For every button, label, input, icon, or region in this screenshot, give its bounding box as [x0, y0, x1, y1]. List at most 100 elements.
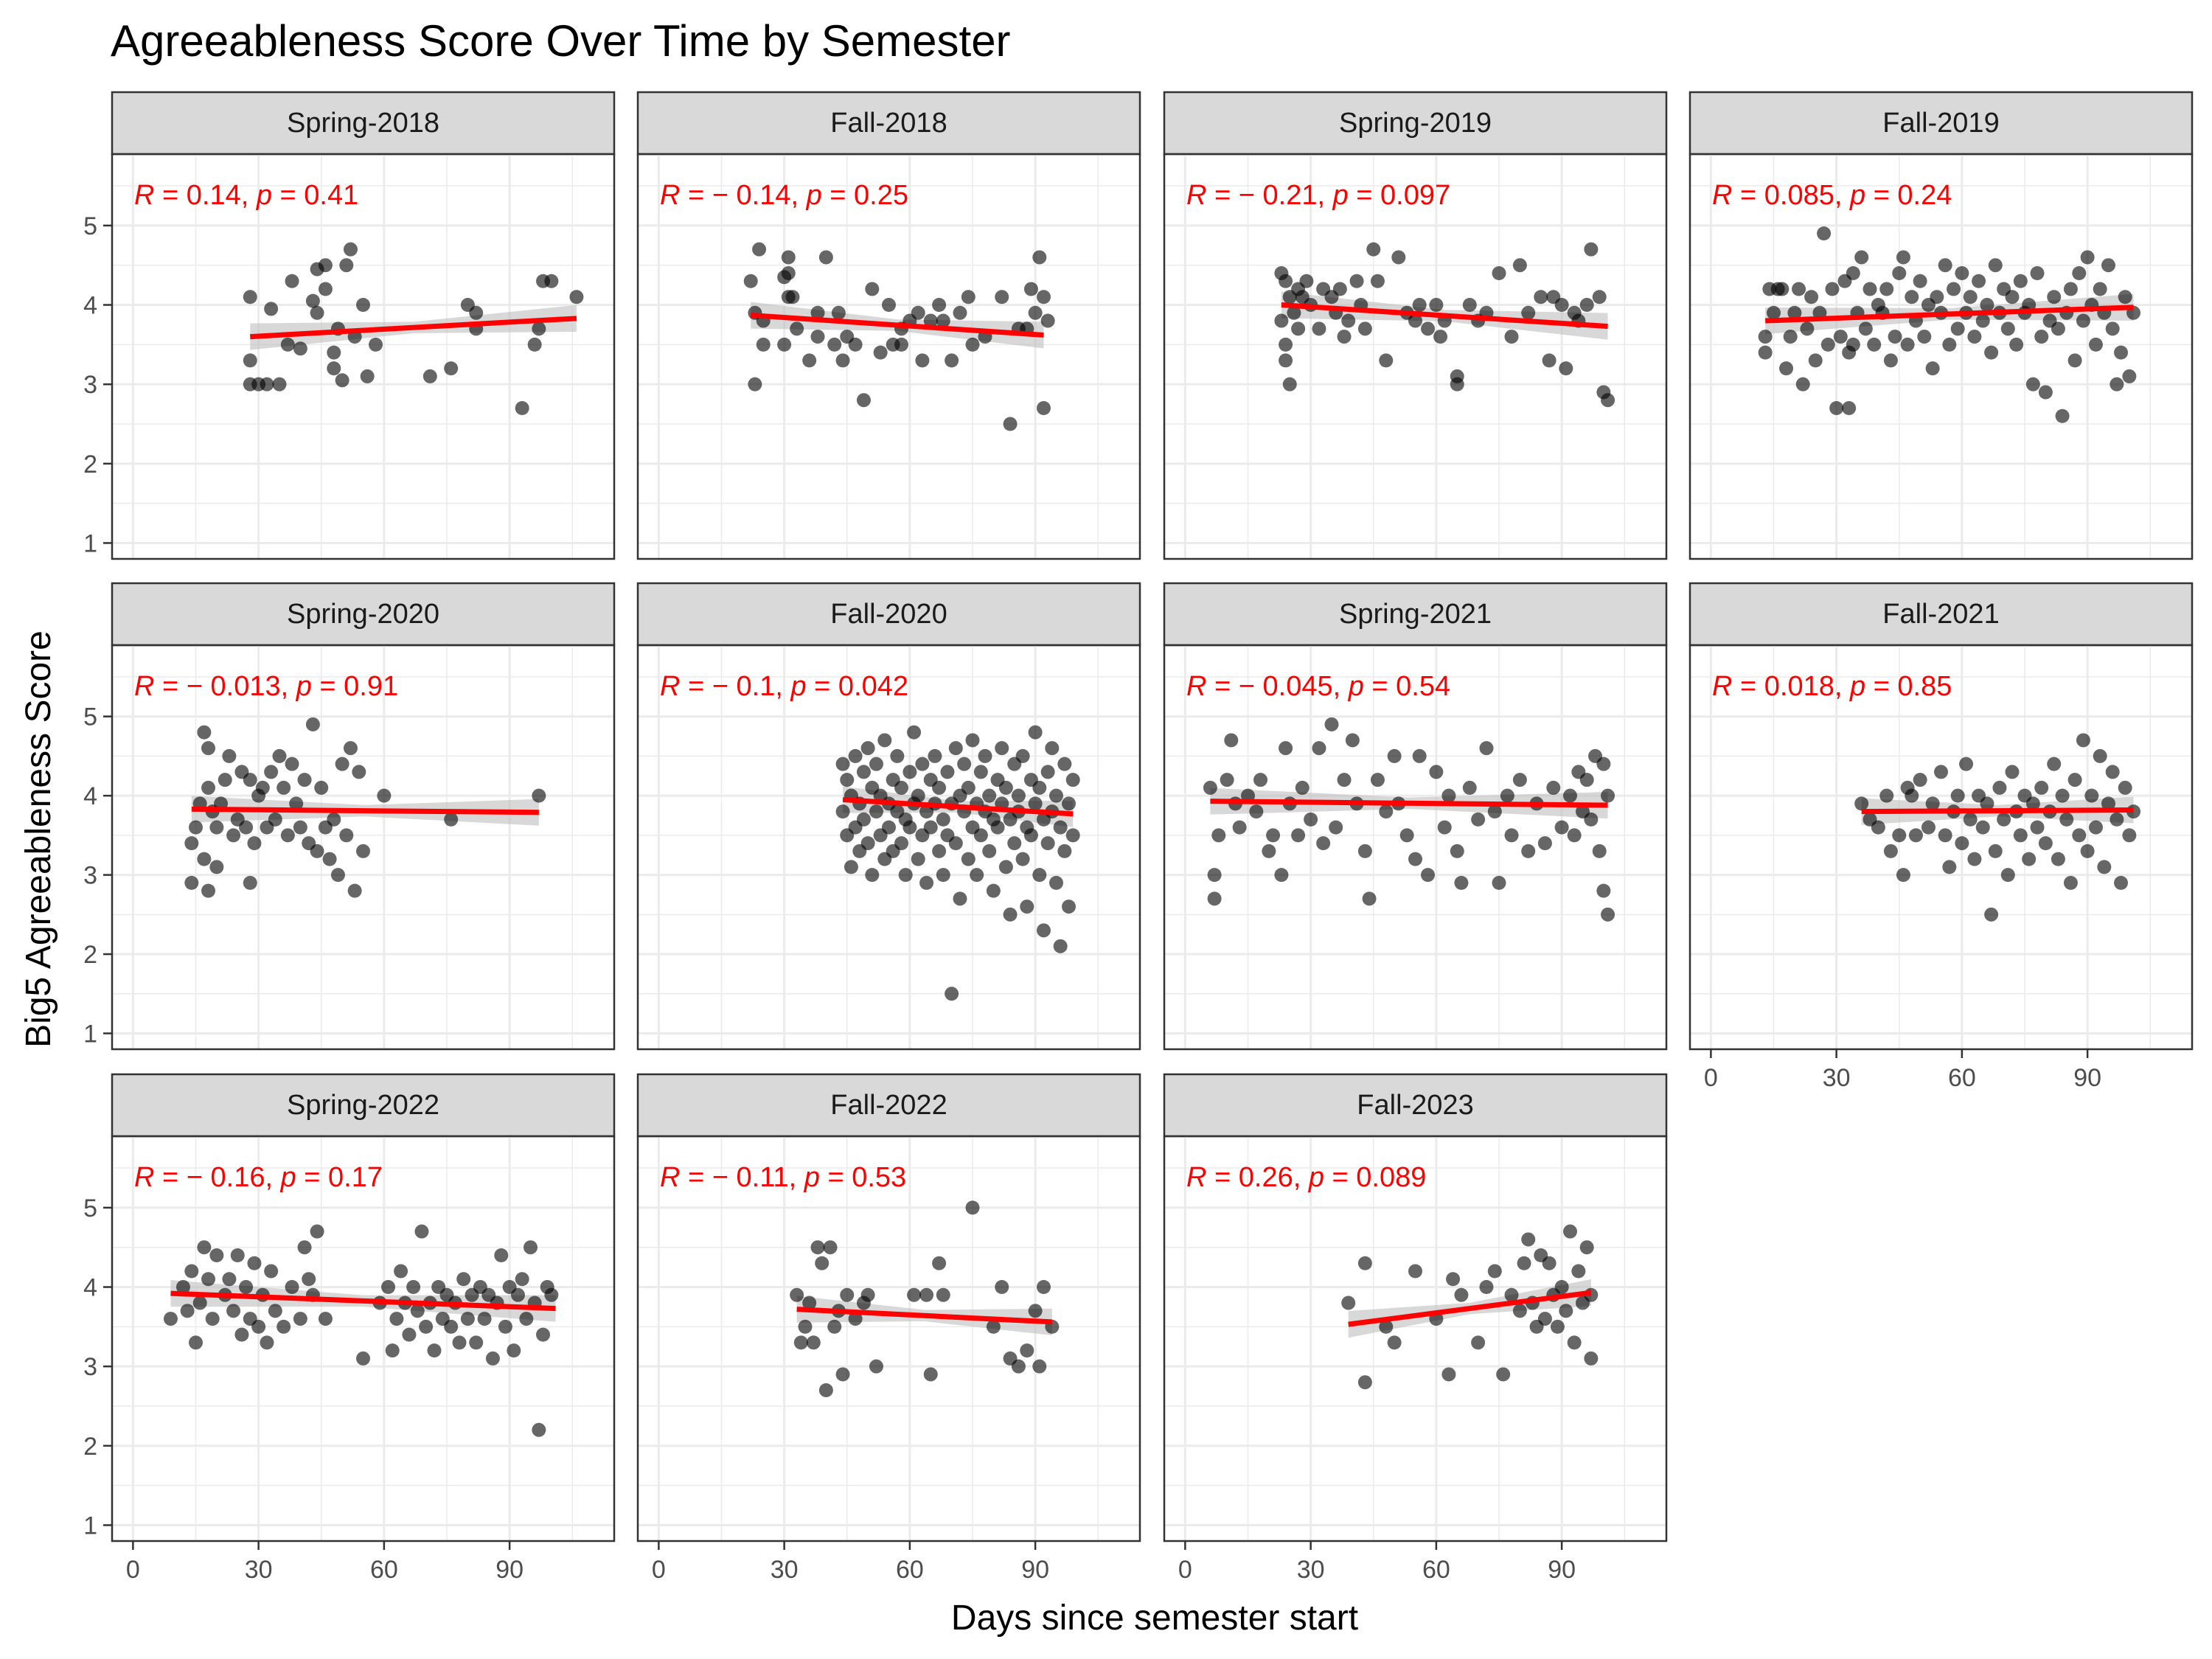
data-point	[427, 1343, 442, 1358]
correlation-label: R = − 0.21, p = 0.097	[1186, 180, 1450, 211]
data-point	[419, 1319, 434, 1334]
data-point	[2076, 313, 2090, 328]
data-point	[414, 1224, 429, 1239]
data-point	[524, 1240, 538, 1255]
data-point	[1988, 258, 2003, 273]
x-tick-label: 30	[1823, 1064, 1851, 1092]
data-point	[1579, 773, 1594, 787]
data-point	[973, 765, 988, 779]
correlation-label: R = − 0.14, p = 0.25	[660, 180, 908, 211]
data-point	[982, 788, 997, 803]
data-point	[1065, 828, 1080, 843]
data-points	[835, 725, 1080, 1001]
data-point	[1287, 305, 1301, 320]
data-point	[1379, 804, 1394, 819]
data-point	[1975, 820, 1990, 835]
data-point	[1804, 290, 1819, 305]
data-point	[205, 1312, 220, 1326]
data-point	[1370, 773, 1385, 787]
data-point	[932, 844, 947, 858]
data-point	[919, 1287, 934, 1302]
data-point	[1504, 330, 1519, 344]
data-point	[1049, 788, 1063, 803]
data-point	[752, 242, 767, 257]
data-point	[1521, 305, 1536, 320]
correlation-label: R = − 0.045, p = 0.54	[1186, 671, 1450, 702]
data-point	[793, 1335, 808, 1350]
data-point	[264, 1264, 279, 1279]
data-point	[1253, 773, 1268, 787]
gridlines	[112, 645, 614, 1049]
data-point	[748, 377, 762, 392]
data-points	[1758, 226, 2141, 423]
data-points	[743, 242, 1055, 431]
data-point	[1262, 844, 1276, 858]
y-tick-label: 2	[83, 1433, 97, 1461]
data-point	[569, 290, 584, 305]
data-point	[802, 353, 817, 368]
data-point	[1441, 788, 1456, 803]
data-point	[1391, 250, 1406, 265]
data-point	[1020, 900, 1034, 914]
panel-border	[111, 1135, 616, 1543]
data-point	[923, 820, 938, 835]
data-point	[369, 337, 383, 352]
data-point	[1829, 400, 1844, 415]
facet-panel: Fall-2019 R = 0.085, p = 0.24	[1688, 91, 2194, 560]
data-point	[1220, 773, 1234, 787]
data-point	[948, 836, 963, 851]
gridlines	[1690, 154, 2192, 559]
data-point	[1304, 812, 1318, 827]
panel-border	[111, 644, 616, 1051]
facet-strip-label: Fall-2019	[1882, 108, 1999, 139]
data-point	[297, 1240, 312, 1255]
data-point	[1450, 369, 1464, 383]
data-point	[1249, 804, 1264, 819]
data-point	[507, 1343, 521, 1358]
data-point	[1399, 828, 1414, 843]
data-point	[335, 373, 349, 388]
data-point	[1036, 400, 1051, 415]
data-point	[544, 274, 559, 288]
data-point	[907, 725, 922, 740]
data-point	[1879, 788, 1894, 803]
data-point	[330, 868, 345, 883]
data-point	[2105, 765, 2120, 779]
data-point	[1596, 883, 1611, 898]
data-point	[902, 820, 917, 835]
data-point	[1984, 345, 1999, 360]
data-point	[293, 1312, 307, 1326]
data-point	[1913, 773, 1927, 787]
data-point	[519, 1312, 534, 1326]
facet-strip	[1163, 582, 1668, 647]
data-point	[810, 330, 825, 344]
data-point	[1888, 330, 1902, 344]
regression-line	[842, 797, 1074, 817]
data-point	[527, 337, 542, 352]
data-point	[1062, 796, 1077, 811]
data-point	[1454, 1287, 1469, 1302]
regression-line	[1281, 302, 1608, 330]
data-point	[2025, 796, 2040, 811]
regression-line	[191, 806, 539, 815]
data-point	[823, 1240, 838, 1255]
data-point	[1203, 780, 1217, 795]
data-point	[1908, 828, 1923, 843]
gridlines	[638, 1136, 1140, 1541]
data-point	[1003, 417, 1018, 431]
data-point	[285, 757, 299, 771]
data-point	[1003, 907, 1018, 922]
data-point	[1040, 765, 1055, 779]
data-point	[515, 1272, 529, 1287]
data-point	[1324, 717, 1339, 731]
facet-strip	[1688, 91, 2194, 156]
data-point	[2034, 780, 2049, 795]
data-point	[2110, 812, 2124, 827]
data-point	[1905, 290, 1919, 305]
data-point	[1057, 844, 1072, 858]
data-point	[1601, 907, 1615, 922]
data-point	[305, 717, 320, 731]
data-point	[1584, 242, 1599, 257]
data-point	[827, 337, 842, 352]
x-tick-label: 30	[771, 1556, 799, 1584]
